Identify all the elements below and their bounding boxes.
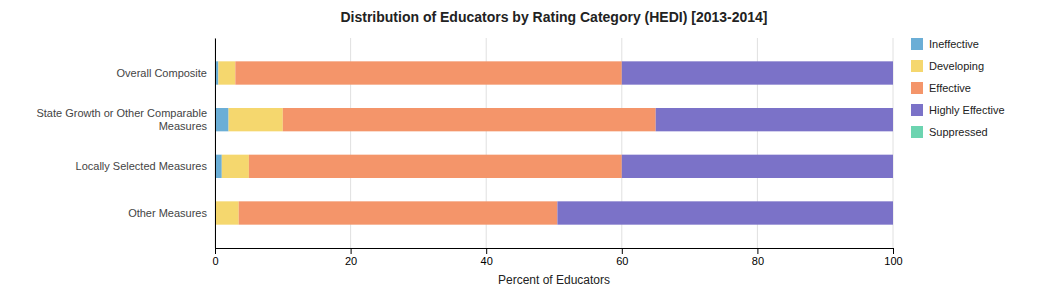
tick: 0 xyxy=(212,248,218,267)
series xyxy=(557,61,893,224)
tick-mark xyxy=(486,248,487,254)
tick: 40 xyxy=(481,248,493,267)
bar xyxy=(893,201,894,224)
bar xyxy=(235,61,621,84)
legend-label: Suppressed xyxy=(929,126,988,138)
tick: Locally Selected Measures xyxy=(76,160,215,172)
tick-label: Overall Composite xyxy=(117,67,207,79)
legend: Ineffective Developing Effective Highly Eff… xyxy=(911,38,1005,138)
legend-item: Developing xyxy=(911,60,984,72)
axis-title: Percent of Educators xyxy=(498,273,610,287)
bar xyxy=(656,108,893,131)
tick-mark xyxy=(215,248,216,254)
bar xyxy=(893,108,894,131)
plot-area: 0 20 40 60 80 100 Overall Composite State Growt… xyxy=(36,38,902,267)
axis-line xyxy=(215,39,216,249)
bar xyxy=(222,155,249,178)
legend-item: Effective xyxy=(911,82,971,94)
tick-mark xyxy=(893,248,894,254)
tick: 80 xyxy=(752,248,764,267)
tick-label: Locally Selected Measures xyxy=(76,160,208,172)
series xyxy=(235,61,655,224)
legend-swatch xyxy=(911,60,923,72)
tick-mark xyxy=(757,248,758,254)
title: Distribution of Educators by Rating Cate… xyxy=(340,9,767,25)
legend-item: Ineffective xyxy=(911,38,979,50)
bar xyxy=(239,201,558,224)
tick: 60 xyxy=(616,248,628,267)
tick: 20 xyxy=(345,248,357,267)
tick-label: Other Measures xyxy=(128,207,207,219)
grid xyxy=(215,38,893,248)
bar xyxy=(229,108,283,131)
legend-item: Suppressed xyxy=(911,126,988,138)
legend-swatch xyxy=(911,38,923,50)
bar xyxy=(215,108,229,131)
tick-label: 40 xyxy=(481,255,493,267)
legend-label: Highly Effective xyxy=(929,104,1005,116)
bar xyxy=(622,155,893,178)
grid-line xyxy=(215,38,216,248)
tick-label: State Growth or Other ComparableMeasures xyxy=(36,107,207,132)
legend-swatch xyxy=(911,82,923,94)
x-axis: 0 20 40 60 80 100 xyxy=(212,248,902,267)
tick: 100 xyxy=(884,248,902,267)
tick: State Growth or Other ComparableMeasures xyxy=(36,107,215,132)
legend-label: Ineffective xyxy=(929,38,979,50)
bar xyxy=(893,155,894,178)
y-axis: Overall Composite State Growth or Other C… xyxy=(36,39,215,249)
tick-label: 100 xyxy=(884,255,902,267)
tick: Overall Composite xyxy=(117,67,215,79)
chart: 0 20 40 60 80 100 Overall Composite State Growt… xyxy=(0,0,1043,294)
bar xyxy=(283,108,656,131)
bar xyxy=(557,201,893,224)
tick-label: 20 xyxy=(345,255,357,267)
bars xyxy=(215,61,893,224)
legend-swatch xyxy=(911,104,923,116)
bar xyxy=(249,155,622,178)
tick-label: 60 xyxy=(616,255,628,267)
tick-label: 0 xyxy=(212,255,218,267)
bar xyxy=(893,61,894,84)
series xyxy=(215,61,283,224)
legend-label: Developing xyxy=(929,60,984,72)
bar xyxy=(215,201,239,224)
tick-mark xyxy=(351,248,352,254)
tick-label: 80 xyxy=(752,255,764,267)
tick: Other Measures xyxy=(128,207,215,219)
legend-item: Highly Effective xyxy=(911,104,1005,116)
tick-mark xyxy=(622,248,623,254)
bar xyxy=(218,61,235,84)
axis-line xyxy=(216,249,894,255)
bar xyxy=(215,155,222,178)
bar xyxy=(622,61,893,84)
legend-swatch xyxy=(911,126,923,138)
legend-label: Effective xyxy=(929,82,971,94)
